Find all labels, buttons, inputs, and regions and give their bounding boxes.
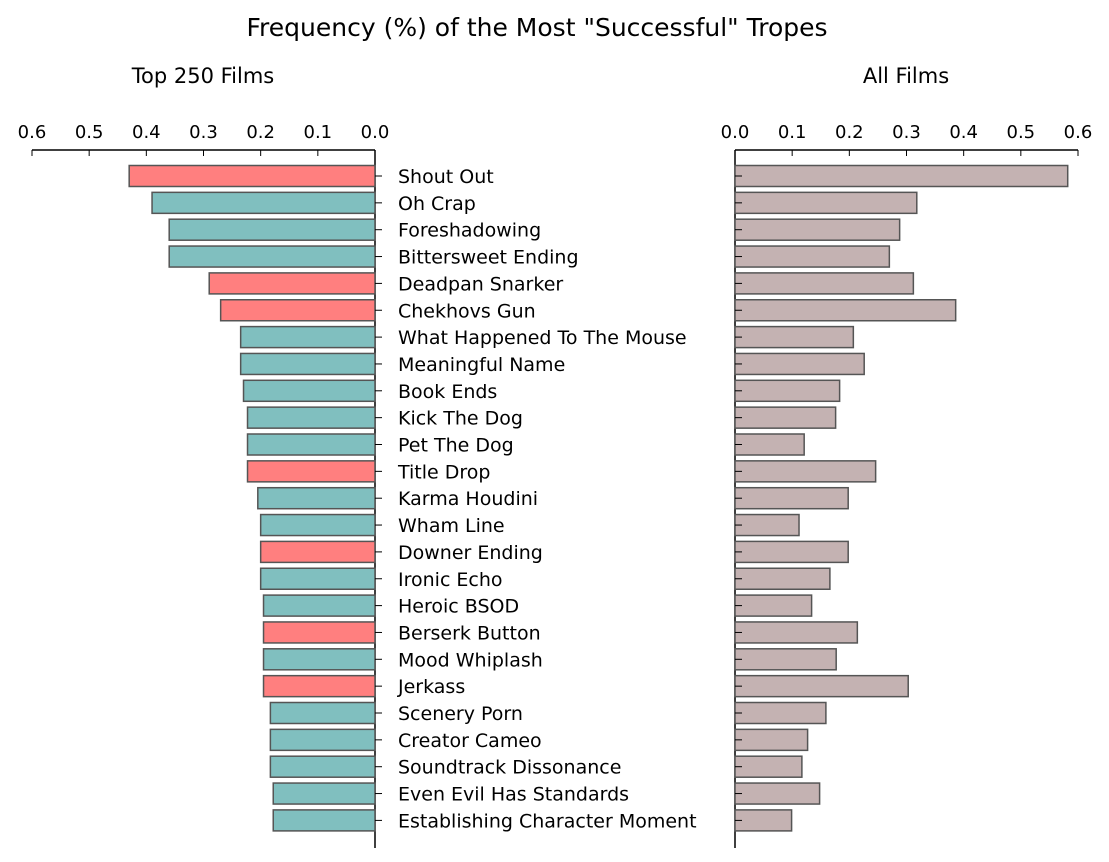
right-bar <box>734 648 837 671</box>
left-bar <box>151 191 376 215</box>
right-bar <box>734 567 831 590</box>
category-label: Foreshadowing <box>398 220 541 242</box>
category-label: Oh Crap <box>398 193 476 215</box>
left-bar <box>246 433 376 456</box>
left-bar <box>262 594 376 617</box>
right-bar <box>734 352 865 376</box>
category-label: Ironic Echo <box>398 569 503 591</box>
left-bar-panel: 0.6 0.5 0.4 0.3 0.2 0.1 0.0 <box>18 122 390 848</box>
right-bar <box>734 728 809 752</box>
category-label: Berserk Button <box>398 622 541 644</box>
category-label: Pet The Dog <box>398 435 514 457</box>
right-bar <box>734 594 813 617</box>
category-label: Book Ends <box>398 381 497 403</box>
right-bar <box>734 379 841 403</box>
right-bar <box>734 164 1069 188</box>
left-bar <box>262 621 376 644</box>
right-x-tick-label: 0.6 <box>1064 122 1093 143</box>
left-bar <box>259 540 376 564</box>
right-chart-title: All Films <box>863 64 949 88</box>
left-bar <box>219 299 376 322</box>
category-label: Chekhovs Gun <box>398 300 536 322</box>
category-label: Mood Whiplash <box>398 649 543 671</box>
right-x-tick-label: 0.4 <box>949 122 978 143</box>
right-bar <box>734 299 957 322</box>
category-label: Soundtrack Dissonance <box>398 757 621 779</box>
left-bar <box>269 755 376 778</box>
left-x-tick-label: 0.1 <box>304 122 333 143</box>
left-x-tick-label: 0.4 <box>132 122 161 143</box>
category-label: Scenery Porn <box>398 703 523 725</box>
left-bar <box>257 486 376 510</box>
right-x-tick-label: 0.2 <box>835 122 864 143</box>
right-bar-panel: 0.0 0.1 0.2 0.3 0.4 0.5 0.6 <box>721 122 1093 848</box>
left-chart-title: Top 250 Films <box>131 64 275 88</box>
right-bar <box>734 513 800 537</box>
left-bar <box>242 379 376 403</box>
right-bar <box>734 674 909 698</box>
category-label: Creator Cameo <box>398 730 542 752</box>
right-x-tick-label: 0.5 <box>1007 122 1036 143</box>
left-bar <box>262 648 376 671</box>
right-bar <box>734 755 803 778</box>
left-bar <box>168 245 376 268</box>
category-label: Jerkass <box>397 676 465 698</box>
left-bar <box>246 406 376 429</box>
right-bar <box>734 406 837 429</box>
right-bar <box>734 621 859 644</box>
left-bar <box>208 272 376 295</box>
category-label: What Happened To The Mouse <box>398 327 687 349</box>
left-bar <box>168 218 376 241</box>
category-label: Heroic BSOD <box>398 596 519 618</box>
left-bar <box>269 728 376 752</box>
left-x-tick-label: 0.0 <box>361 122 390 143</box>
right-bar <box>734 245 891 268</box>
category-label: Even Evil Has Standards <box>398 784 629 806</box>
left-bar <box>239 325 376 349</box>
left-x-tick-label: 0.3 <box>189 122 218 143</box>
category-labels: Shout Out Oh Crap Foreshadowing Bittersweet… <box>397 166 697 832</box>
left-bar <box>262 674 376 698</box>
left-bar <box>259 567 376 590</box>
category-label: Downer Ending <box>398 542 543 564</box>
category-label: Title Drop <box>397 461 490 483</box>
category-label: Deadpan Snarker <box>398 273 563 295</box>
category-label: Shout Out <box>398 166 494 188</box>
category-label: Karma Houdini <box>398 488 538 510</box>
left-bar <box>272 782 376 805</box>
left-x-tick-label: 0.5 <box>75 122 104 143</box>
right-bar <box>734 191 918 215</box>
category-label: Bittersweet Ending <box>398 247 579 269</box>
right-bar <box>734 540 849 564</box>
category-label: Meaningful Name <box>398 354 565 376</box>
left-bar <box>259 513 376 537</box>
left-x-tick-label: 0.2 <box>246 122 275 143</box>
right-bar <box>734 460 877 483</box>
right-x-tick-label: 0.1 <box>778 122 807 143</box>
category-label: Kick The Dog <box>398 408 523 430</box>
right-bar <box>734 486 849 510</box>
left-bar <box>239 352 376 376</box>
right-bar <box>734 809 793 832</box>
figure-title: Frequency (%) of the Most "Successful" T… <box>246 13 827 42</box>
right-x-tick-label: 0.3 <box>892 122 921 143</box>
right-bar <box>734 782 821 805</box>
right-bar <box>734 325 855 349</box>
left-bar <box>128 164 376 188</box>
left-bar <box>269 701 376 725</box>
right-bar <box>734 272 915 295</box>
category-label: Establishing Character Moment <box>398 810 697 832</box>
right-x-tick-label: 0.0 <box>721 122 750 143</box>
right-bar <box>734 218 901 241</box>
right-bar <box>734 433 805 456</box>
right-bar <box>734 701 827 725</box>
left-bar <box>272 809 376 832</box>
category-label: Wham Line <box>398 515 505 537</box>
left-x-tick-label: 0.6 <box>18 122 47 143</box>
left-bar <box>246 460 376 483</box>
